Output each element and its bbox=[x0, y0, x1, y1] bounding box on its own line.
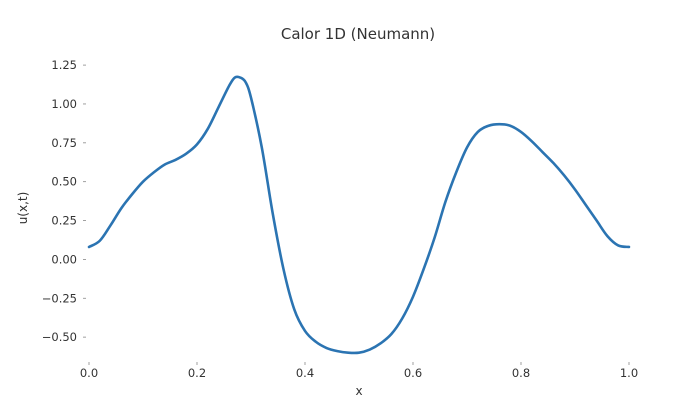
x-axis-label: x bbox=[355, 384, 362, 398]
y-tick-label: −0.50 bbox=[42, 330, 77, 344]
x-tick-label: 1.0 bbox=[620, 366, 638, 380]
y-tick-label: −0.25 bbox=[42, 291, 77, 305]
y-tick-label: 0.75 bbox=[51, 136, 77, 150]
x-tick-label: 0.2 bbox=[188, 366, 206, 380]
chart-title: Calor 1D (Neumann) bbox=[281, 25, 435, 43]
y-tick-label: 0.00 bbox=[51, 252, 77, 266]
y-tick-label: 1.25 bbox=[51, 58, 77, 72]
y-axis: −0.50 −0.25 0.00 0.25 0.50 0.75 1.00 1.25 bbox=[42, 58, 86, 344]
series-line bbox=[87, 75, 631, 355]
x-tick-label: 0.4 bbox=[296, 366, 314, 380]
x-tick-label: 0.8 bbox=[512, 366, 530, 380]
x-axis: 0.0 0.2 0.4 0.6 0.8 1.0 bbox=[80, 362, 638, 380]
y-axis-label: u(x,t) bbox=[16, 192, 30, 225]
plot-area bbox=[87, 75, 631, 355]
x-tick-label: 0.6 bbox=[404, 366, 422, 380]
y-tick-label: 0.50 bbox=[51, 175, 77, 189]
y-tick-label: 0.25 bbox=[51, 214, 77, 228]
y-tick-label: 1.00 bbox=[51, 97, 77, 111]
x-tick-label: 0.0 bbox=[80, 366, 98, 380]
